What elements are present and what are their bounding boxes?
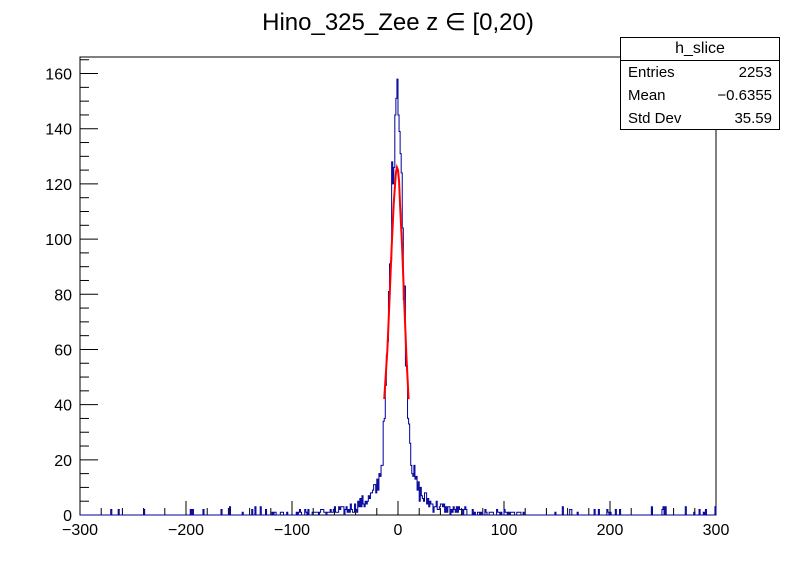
- x-tick-label: 300: [703, 522, 730, 539]
- y-tick-label: 20: [54, 453, 72, 470]
- stats-value: 35.59: [734, 110, 772, 127]
- y-tick-label: 60: [54, 342, 72, 359]
- y-tick-label: 40: [54, 398, 72, 415]
- y-tick-label: 120: [45, 177, 72, 194]
- fit-series: [383, 163, 410, 400]
- histogram-series: [80, 78, 717, 516]
- x-tick-label: 0: [394, 522, 403, 539]
- histogram-line: [80, 78, 717, 516]
- stats-row-entries: Entries 2253: [621, 61, 779, 84]
- stats-box: h_slice Entries 2253 Mean −0.6355 Std De…: [620, 37, 780, 130]
- y-tick-label: 0: [63, 508, 72, 525]
- y-tick-label: 140: [45, 122, 72, 139]
- chart-title: Hino_325_Zee z ∈ [0,20): [262, 9, 534, 36]
- y-tick-label: 160: [45, 67, 72, 84]
- axes: −300 −200 −100 0 100 200 300 0 20 40 60 80 100 120 140…: [45, 56, 730, 539]
- y-tick-label: 100: [45, 232, 72, 249]
- x-tick-label: 100: [491, 522, 518, 539]
- stats-label: Std Dev: [628, 110, 682, 127]
- stats-row-stddev: Std Dev 35.59: [621, 107, 779, 130]
- x-tick-label: −100: [274, 522, 310, 539]
- stats-label: Entries: [628, 64, 675, 81]
- stats-row-mean: Mean −0.6355: [621, 84, 779, 107]
- stats-value: −0.6355: [717, 87, 772, 104]
- x-tick-label: 200: [597, 522, 624, 539]
- fit-curve: [383, 163, 410, 400]
- stats-label: Mean: [628, 87, 666, 104]
- y-tick-label: 80: [54, 287, 72, 304]
- x-tick-label: −200: [168, 522, 204, 539]
- stats-title: h_slice: [621, 38, 779, 61]
- x-tick-label: −300: [62, 522, 98, 539]
- stats-value: 2253: [738, 64, 772, 81]
